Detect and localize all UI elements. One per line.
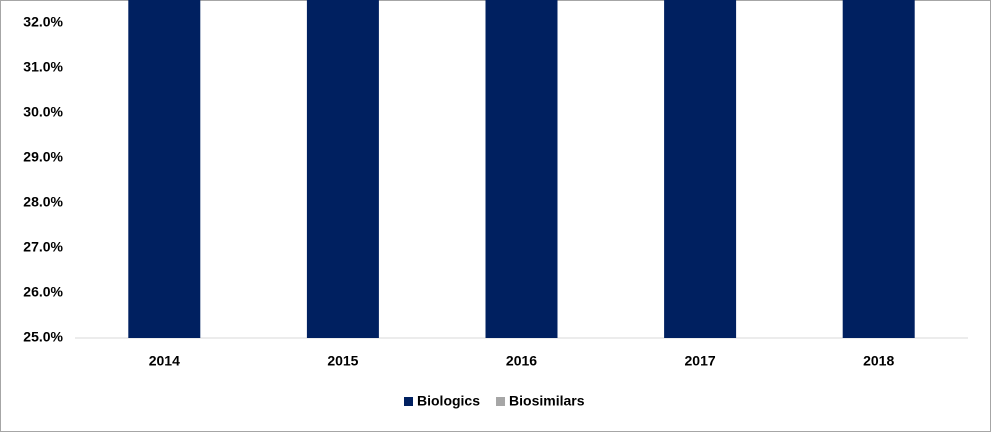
y-tick-label: 25.0% <box>23 329 63 345</box>
legend-swatch <box>496 397 506 406</box>
y-tick-label: 26.0% <box>23 284 63 300</box>
x-tick-label: 2015 <box>327 353 358 369</box>
x-tick-label: 2016 <box>506 353 537 369</box>
bar-segment <box>842 0 915 338</box>
y-tick-label: 30.0% <box>23 104 63 120</box>
y-tick-label: 31.0% <box>23 59 63 75</box>
bar-segment <box>128 0 201 338</box>
bar-segment <box>664 0 737 338</box>
x-tick-label: 2017 <box>685 353 716 369</box>
y-tick-label: 28.0% <box>23 194 63 210</box>
bar-segment <box>306 0 379 338</box>
legend-swatch <box>404 397 413 406</box>
y-tick-label: 32.0% <box>23 14 63 30</box>
x-tick-label: 2014 <box>149 353 180 369</box>
legend-label: Biosimilars <box>509 393 585 409</box>
y-tick-label: 27.0% <box>23 239 63 255</box>
y-tick-label: 29.0% <box>23 149 63 165</box>
x-tick-label: 2018 <box>863 353 894 369</box>
legend-label: Biologics <box>417 393 480 409</box>
bar-segment <box>485 0 558 338</box>
